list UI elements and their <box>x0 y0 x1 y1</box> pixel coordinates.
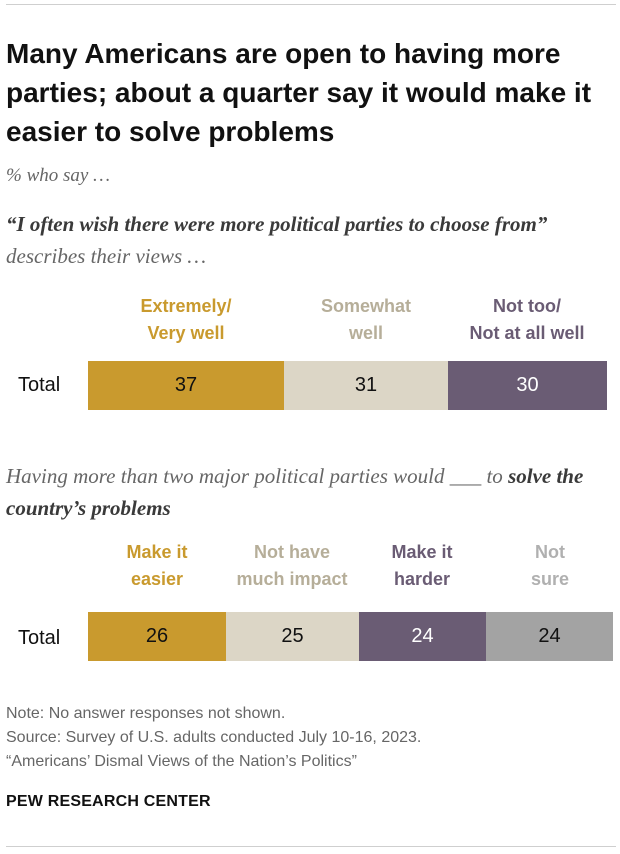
chart-1-header-0-line2: Very well <box>147 323 225 343</box>
chart-1-header-1: Somewhat well <box>284 293 448 347</box>
chart-1-header-2: Not too/ Not at all well <box>441 293 613 347</box>
chart-2-bar-2-value: 24 <box>411 625 434 647</box>
chart-2-bar-0-value: 26 <box>145 625 169 647</box>
chart-1-header-0-line1: Extremely/ <box>140 296 232 316</box>
chart-2-header-1-line2: much impact <box>236 569 348 589</box>
question-1-quote: “I often wish there were more political … <box>6 212 548 236</box>
chart-2-bar-1: 25 <box>226 612 359 661</box>
chart-1-header-0: Extremely/ Very well <box>88 293 284 347</box>
chart-1-row-label: Total <box>18 374 61 396</box>
question-2-text: Having more than two major political par… <box>6 464 509 488</box>
chart-2-header-0: Make it easier <box>88 539 226 593</box>
chart-2-header-2: Make it harder <box>358 539 486 593</box>
note-line: Note: No answer responses not shown. <box>6 705 286 722</box>
chart-2-bar-2: 24 <box>359 612 486 661</box>
chart-1-header-2-line2: Not at all well <box>469 323 585 343</box>
question-2: Having more than two major political par… <box>6 460 606 524</box>
chart-2-header-2-line2: harder <box>393 569 451 589</box>
brand-logo-text: PEW RESEARCH CENTER <box>6 793 211 810</box>
chart-1-header-1-line2: well <box>348 323 383 343</box>
chart-1-header-1-line1: Somewhat <box>320 296 412 316</box>
chart-2-bar-1-value: 25 <box>281 625 304 647</box>
chart-2-header-3: Not sure <box>486 539 614 593</box>
question-1-rest: describes their views … <box>6 244 207 268</box>
chart-2-header-0-line2: easier <box>130 569 184 589</box>
top-rule <box>6 4 616 5</box>
question-1: “I often wish there were more political … <box>6 208 616 272</box>
chart-2-header-0-line1: Make it <box>126 542 188 562</box>
chart-2-header-1-line1: Not have <box>253 542 331 562</box>
report-line: “Americans’ Dismal Views of the Nation’s… <box>6 753 357 770</box>
chart-2-header-3-line2: sure <box>530 569 570 589</box>
chart-1-bar-2-value: 30 <box>516 374 539 396</box>
chart-1-header-2-line1: Not too/ <box>493 296 561 316</box>
chart-title: Many Americans are open to having more p… <box>6 38 592 147</box>
chart-1-bar-1-value: 31 <box>354 374 378 396</box>
chart-2-header-1: Not have much impact <box>218 539 366 593</box>
chart-subtitle: % who say … <box>6 165 110 186</box>
chart-1-bar-0-value: 37 <box>174 374 198 396</box>
chart-1-bar-0: 37 <box>88 361 284 410</box>
source-line: Source: Survey of U.S. adults conducted … <box>6 729 422 746</box>
chart-1-bar-2: 30 <box>448 361 607 410</box>
chart-2-bar-3: 24 <box>486 612 613 661</box>
chart-1-bar-1: 31 <box>284 361 448 410</box>
chart-2-bar-0: 26 <box>88 612 226 661</box>
bottom-rule <box>6 846 616 847</box>
question-2-bold: solve the country’s problems <box>6 464 584 520</box>
chart-2-bar-3-value: 24 <box>538 625 561 647</box>
chart-2-row-label: Total <box>18 627 61 649</box>
footnote: Note: No answer responses not shown. Sou… <box>6 702 421 774</box>
chart-2-header-2-line1: Make it <box>391 542 453 562</box>
chart-2-header-3-line1: Not <box>535 542 565 562</box>
